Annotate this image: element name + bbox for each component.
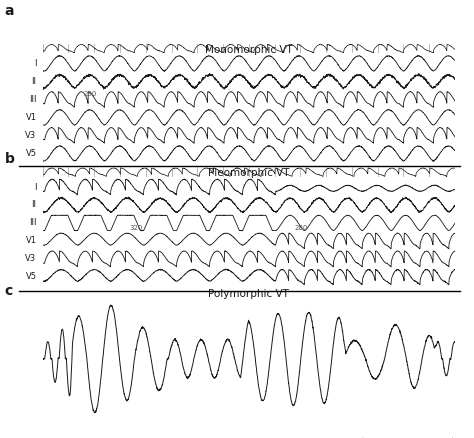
Text: 290: 290 — [84, 91, 97, 97]
Text: b: b — [5, 152, 15, 166]
Title: Pleomorphic VT: Pleomorphic VT — [208, 168, 290, 178]
Text: V5: V5 — [26, 149, 36, 158]
Text: I: I — [34, 183, 36, 191]
Text: I: I — [34, 59, 36, 68]
Text: V3: V3 — [25, 131, 36, 140]
Text: V5: V5 — [26, 272, 36, 281]
Text: c: c — [5, 284, 13, 298]
Text: V1: V1 — [26, 113, 36, 122]
Text: V1: V1 — [26, 237, 36, 245]
Text: III: III — [29, 95, 36, 104]
Text: 280: 280 — [294, 225, 308, 231]
Text: V3: V3 — [25, 254, 36, 263]
Text: II: II — [31, 77, 36, 86]
Text: II: II — [31, 201, 36, 209]
Title: Polymorphic VT: Polymorphic VT — [209, 289, 289, 299]
Text: a: a — [5, 4, 14, 18]
Text: III: III — [29, 219, 36, 227]
Text: 320: 320 — [129, 225, 143, 231]
Title: Monomorphic VT: Monomorphic VT — [205, 45, 293, 55]
